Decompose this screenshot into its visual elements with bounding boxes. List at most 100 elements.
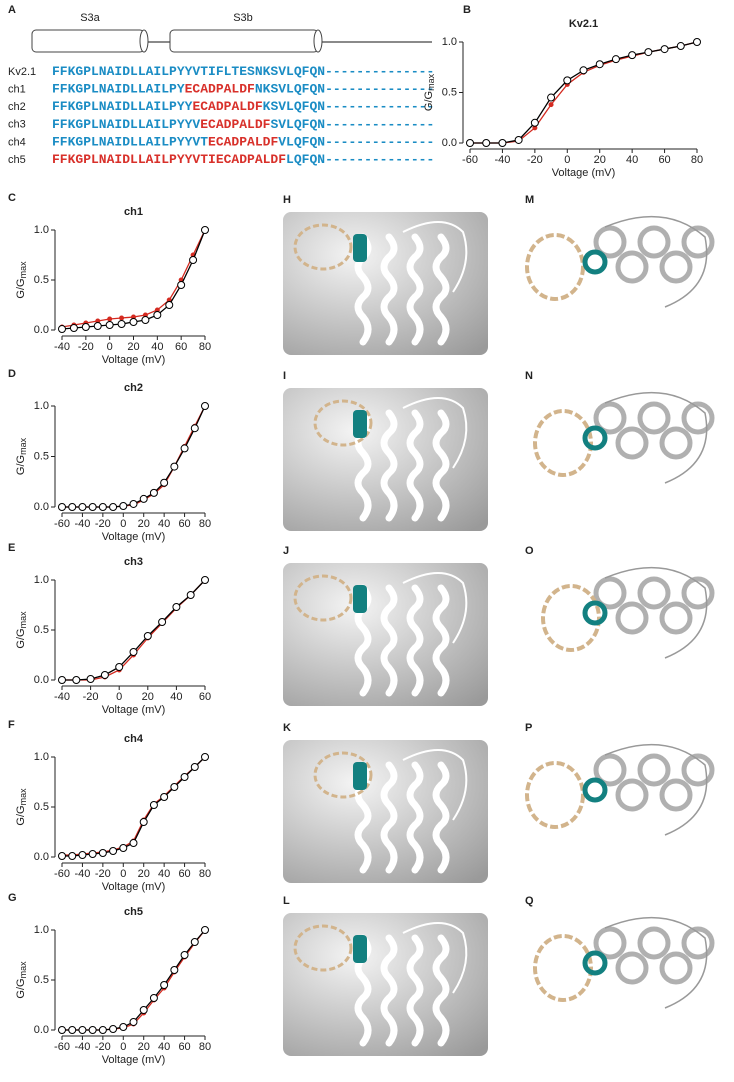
toxin: [313, 751, 373, 799]
chart-title: ch3: [124, 556, 143, 568]
sequence-segment: FFKGPLNAIDLLAILPYY: [52, 100, 193, 115]
chart-title: ch4: [124, 733, 144, 745]
data-point: [105, 321, 114, 329]
x-tick-label: -60: [462, 154, 478, 166]
data-point: [68, 1026, 77, 1034]
helix: [380, 233, 398, 346]
x-tick-label: 80: [199, 518, 211, 530]
data-point: [119, 315, 125, 321]
y-tick-label: 0.5: [34, 624, 49, 636]
loop: [402, 572, 468, 644]
y-axis-label: G/Gmax: [423, 73, 436, 111]
data-point: [98, 1026, 107, 1034]
data-point: [514, 135, 523, 144]
helix-top: [593, 576, 627, 610]
panel-label: F: [8, 719, 15, 731]
data-point: [139, 1006, 148, 1014]
domain-label: S3a: [80, 12, 100, 24]
toxin: [533, 934, 593, 1002]
data-point: [69, 324, 78, 332]
panel-label: P: [525, 722, 532, 734]
data-point: [180, 444, 189, 453]
y-axis-label-sub: max: [18, 611, 28, 629]
sequence-segment: SVLQFQN: [270, 117, 325, 132]
helix-top: [615, 601, 649, 635]
data-point: [676, 42, 685, 51]
panel-label: D: [8, 368, 16, 380]
data-point: [149, 801, 158, 809]
y-axis-label: G/Gmax: [15, 261, 28, 299]
helix-top: [593, 753, 627, 787]
data-point: [115, 663, 124, 671]
x-tick-label: 20: [127, 341, 139, 353]
row-name: ch3: [8, 119, 26, 131]
panel-label: H: [283, 194, 291, 206]
data-point: [129, 1018, 138, 1026]
panel-label: C: [8, 192, 16, 204]
chimera-segment: [353, 935, 367, 963]
toxin: [525, 233, 585, 301]
data-point: [68, 852, 77, 860]
data-point: [98, 503, 107, 511]
loop: [604, 391, 708, 484]
y-tick-label: 1.0: [34, 574, 49, 586]
data-point: [548, 102, 554, 108]
chimera-segment: [353, 585, 367, 613]
y-tick-label: 0.5: [34, 274, 49, 286]
sequence: FFKGPLNAIDLLAILPYYVTECADPALDFVLQFQN-----…: [52, 135, 434, 150]
helix-top: [615, 778, 649, 812]
y-axis-label-main: G/G: [15, 978, 27, 998]
panel-label: A: [8, 4, 16, 16]
panel-label: N: [525, 370, 533, 382]
data-point: [109, 503, 118, 511]
loop: [402, 922, 468, 994]
x-tick-label: -60: [54, 518, 70, 530]
helix: [406, 584, 424, 697]
x-tick-label: 0: [120, 1041, 126, 1053]
sequence: FFKGPLNAIDLLAILPYECADPALDFNKSVLQFQN-----…: [52, 82, 434, 97]
panel-label: I: [283, 370, 286, 382]
data-point: [88, 1026, 97, 1034]
sequence-segment: FFKGPLNAIDLLAILPYYVTI: [52, 152, 216, 167]
panel-label: L: [283, 895, 290, 907]
y-axis-label: G/Gmax: [15, 437, 28, 475]
x-tick-label: -40: [54, 691, 70, 703]
chimera-segment: [582, 950, 608, 976]
y-axis-label-sub: max: [426, 73, 436, 91]
x-tick-label: 0: [564, 154, 570, 166]
data-point: [172, 603, 181, 611]
x-tick-label: 20: [138, 1041, 150, 1053]
data-point: [644, 48, 653, 57]
data-point: [129, 318, 138, 326]
y-axis-label-main: G/G: [15, 278, 27, 298]
data-point: [58, 676, 66, 684]
data-point: [180, 951, 189, 959]
x-tick-label: -60: [54, 1041, 70, 1053]
panel-label: K: [283, 722, 291, 734]
sequence: FFKGPLNAIDLLAILPYYECADPALDFKSVLQFQN-----…: [52, 100, 434, 115]
helix-top: [593, 401, 627, 435]
data-point: [58, 325, 66, 333]
toxin: [541, 584, 601, 652]
toxin: [313, 399, 373, 447]
data-point: [160, 981, 169, 989]
sequence-segment: ECADPALDF: [208, 135, 278, 150]
y-tick-label: 0.5: [442, 86, 457, 98]
helix-end: [313, 29, 323, 53]
sequence-segment: --------------: [325, 135, 434, 150]
data-point: [160, 478, 169, 487]
chimera-segment: [353, 410, 367, 438]
helix-top: [637, 225, 671, 259]
data-point: [88, 850, 97, 858]
loop: [604, 916, 708, 1009]
helix-top: [593, 225, 627, 259]
y-tick-label: 0.0: [34, 851, 49, 863]
domain-label: S3b: [233, 12, 253, 24]
x-tick-label: -20: [95, 1041, 111, 1053]
chart-title: ch2: [124, 382, 143, 394]
chimera-segment: [582, 425, 608, 451]
data-point: [143, 632, 152, 640]
helix-top: [615, 426, 649, 460]
x-tick-label: -20: [78, 341, 94, 353]
